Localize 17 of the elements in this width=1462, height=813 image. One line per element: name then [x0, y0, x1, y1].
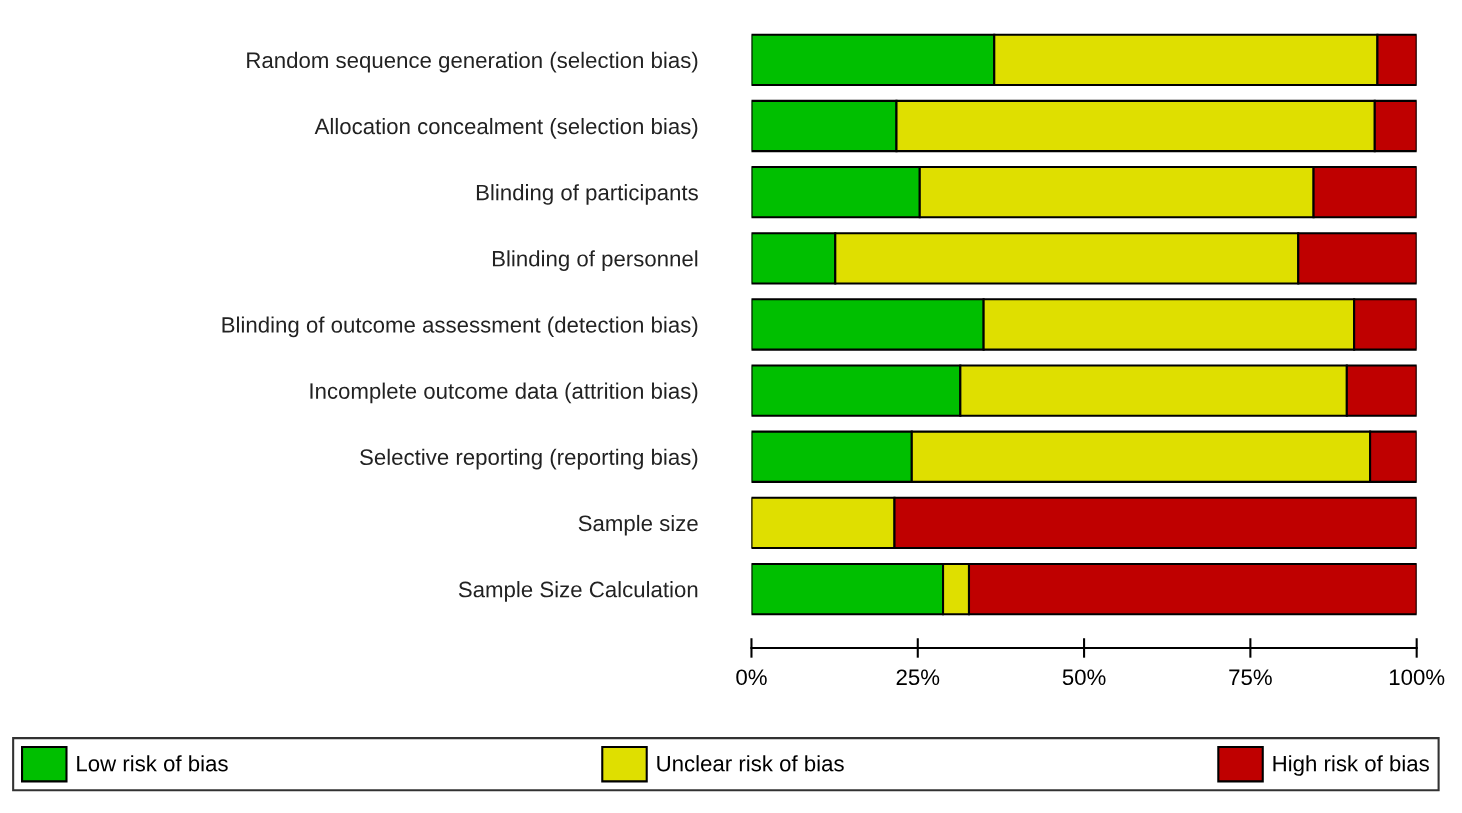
x-tick-label: 100% [1389, 669, 1445, 686]
y-tick-label: Sample size [578, 514, 698, 536]
x-tick-label: 25% [896, 669, 940, 686]
y-tick-label: Random sequence generation (selection bias) [247, 51, 698, 73]
x-tick-label: 0% [736, 669, 767, 686]
y-tick-label: Allocation concealment (selection bias) [314, 117, 698, 139]
y-tick-label: Sample Size Calculation [458, 581, 698, 602]
y-tick-label: Selective reporting (reporting bias) [360, 448, 698, 470]
y-tick-label: Blinding of personnel [492, 250, 698, 271]
legend-label: Unclear risk of bias [657, 755, 844, 772]
y-tick-label: Incomplete outcome data (attrition bias) [310, 382, 698, 404]
x-tick-label: 75% [1229, 669, 1272, 686]
legend-label: High risk of bias [1273, 755, 1429, 776]
x-tick-label: 50% [1062, 669, 1106, 686]
y-tick-label: Blinding of participants [476, 184, 698, 205]
y-tick-label: Blinding of outcome assessment (detection bias) [222, 316, 698, 338]
legend-label: Low risk of bias [77, 755, 228, 772]
